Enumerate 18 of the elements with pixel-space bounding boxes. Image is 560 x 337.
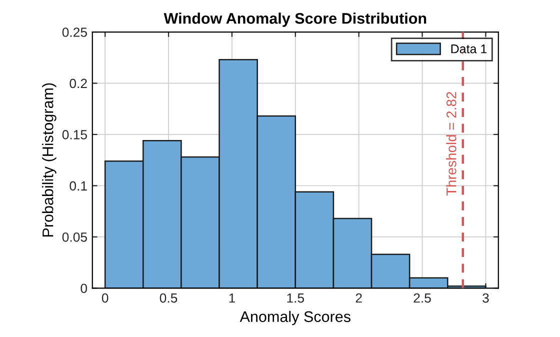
ref-line-label: Threshold = 2.82 <box>446 92 456 196</box>
y-tick-label: 0.1 <box>70 181 87 191</box>
x-tick-label: 1.5 <box>287 293 304 303</box>
x-tick-label: 0.5 <box>160 293 178 303</box>
x-tick-label: 1 <box>229 293 235 303</box>
chart-title: Window Anomaly Score Distribution <box>164 12 426 27</box>
y-tick-label: 0 <box>80 284 88 294</box>
x-tick-label: 0 <box>102 293 108 303</box>
y-tick-label: 0.15 <box>62 130 87 140</box>
y-axis-title: Probability (Histogram) <box>42 83 56 236</box>
y-tick-label: 0.2 <box>70 78 87 88</box>
legend-label: Data 1 <box>451 44 487 54</box>
x-tick-label: 2 <box>356 293 362 303</box>
x-tick-label: 2.5 <box>414 293 431 303</box>
x-axis-title: Anomaly Scores <box>240 310 350 326</box>
y-tick-label: 0.25 <box>62 28 87 37</box>
y-tick-label: 0.05 <box>62 232 87 242</box>
x-tick-label: 3 <box>482 293 489 303</box>
